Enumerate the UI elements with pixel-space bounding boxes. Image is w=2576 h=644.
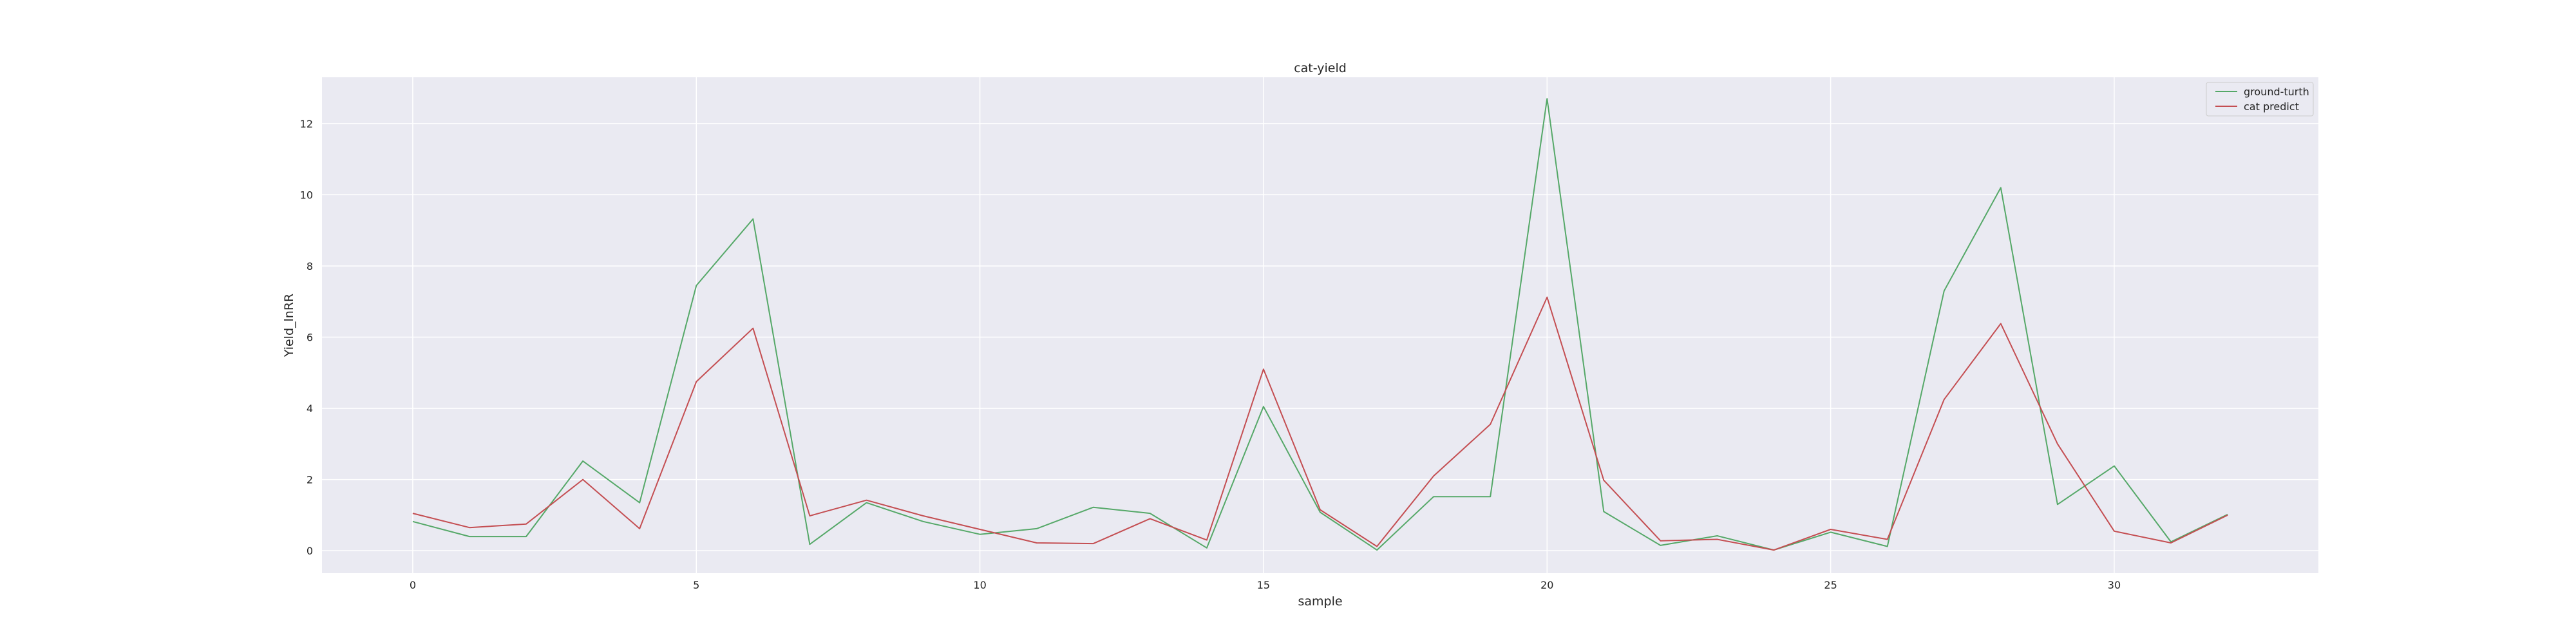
x-axis-label: sample — [1298, 594, 1342, 609]
x-tick-label: 15 — [1257, 579, 1270, 591]
y-tick-label: 6 — [307, 332, 313, 344]
grid — [322, 77, 2318, 573]
series-lines — [412, 98, 2228, 551]
tick-labels: 0 5 10 15 20 25 30 0 2 4 6 8 10 12 — [300, 118, 2121, 591]
y-tick-label: 4 — [307, 402, 313, 415]
y-tick-label: 10 — [300, 189, 313, 201]
x-tick-label: 10 — [973, 579, 986, 591]
series-line-cat-predict — [412, 296, 2228, 551]
x-tick-label: 30 — [2108, 579, 2121, 591]
x-tick-label: 25 — [1824, 579, 1837, 591]
series-line-ground-turth — [412, 98, 2228, 551]
legend-label-cat-predict: cat predict — [2244, 100, 2299, 113]
legend-label-ground-turth: ground-turth — [2244, 86, 2309, 98]
y-tick-label: 2 — [307, 474, 313, 486]
plot-background — [322, 77, 2318, 573]
legend: ground-turth cat predict — [2206, 82, 2314, 117]
y-axis-label: Yield_lnRR — [282, 294, 296, 357]
x-tick-label: 20 — [1540, 579, 1553, 591]
chart-title: cat-yield — [1294, 61, 1347, 75]
x-tick-label: 0 — [410, 579, 416, 591]
x-tick-label: 5 — [693, 579, 699, 591]
y-tick-label: 8 — [307, 260, 313, 272]
y-tick-label: 0 — [307, 545, 313, 557]
y-tick-label: 12 — [300, 118, 313, 130]
